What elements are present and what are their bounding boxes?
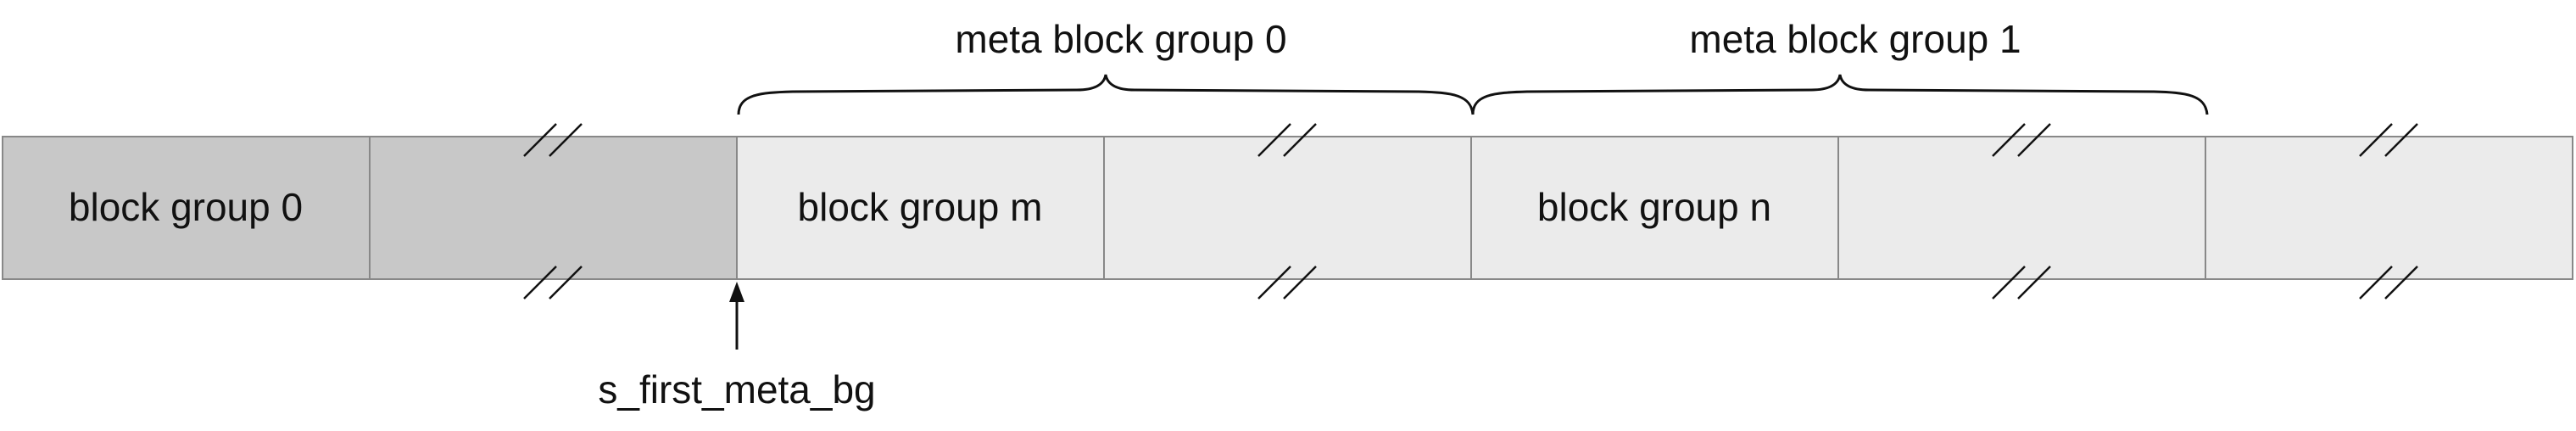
break-mark-cell-3 <box>1257 123 1317 299</box>
block-row <box>2 136 2573 280</box>
block-cell-5 <box>1837 136 2206 280</box>
block-cell-2 <box>736 136 1105 280</box>
break-mark-cell-6 <box>2359 123 2418 299</box>
meta-group-label-1: meta block group 1 <box>1689 17 2021 61</box>
block-label-2: block group m <box>798 185 1043 229</box>
block-cell-3 <box>1103 136 1472 280</box>
brace-meta-group-0 <box>737 74 1475 115</box>
break-marks <box>523 123 2418 299</box>
meta-group-label-0: meta block group 0 <box>955 17 1286 61</box>
block-label-4: block group n <box>1537 185 1771 229</box>
break-mark-cell-5 <box>1992 123 2051 299</box>
break-mark-cell-1 <box>523 123 583 299</box>
block-label-0: block group 0 <box>69 185 303 229</box>
s-first-meta-bg-label: s_first_meta_bg <box>598 367 875 411</box>
block-cell-4 <box>1470 136 1839 280</box>
block-cell-0 <box>2 136 371 280</box>
block-cell-6 <box>2205 136 2573 280</box>
block-cell-1 <box>369 136 738 280</box>
s-first-meta-bg-arrow <box>729 282 744 350</box>
brace-meta-group-1 <box>1471 74 2209 115</box>
